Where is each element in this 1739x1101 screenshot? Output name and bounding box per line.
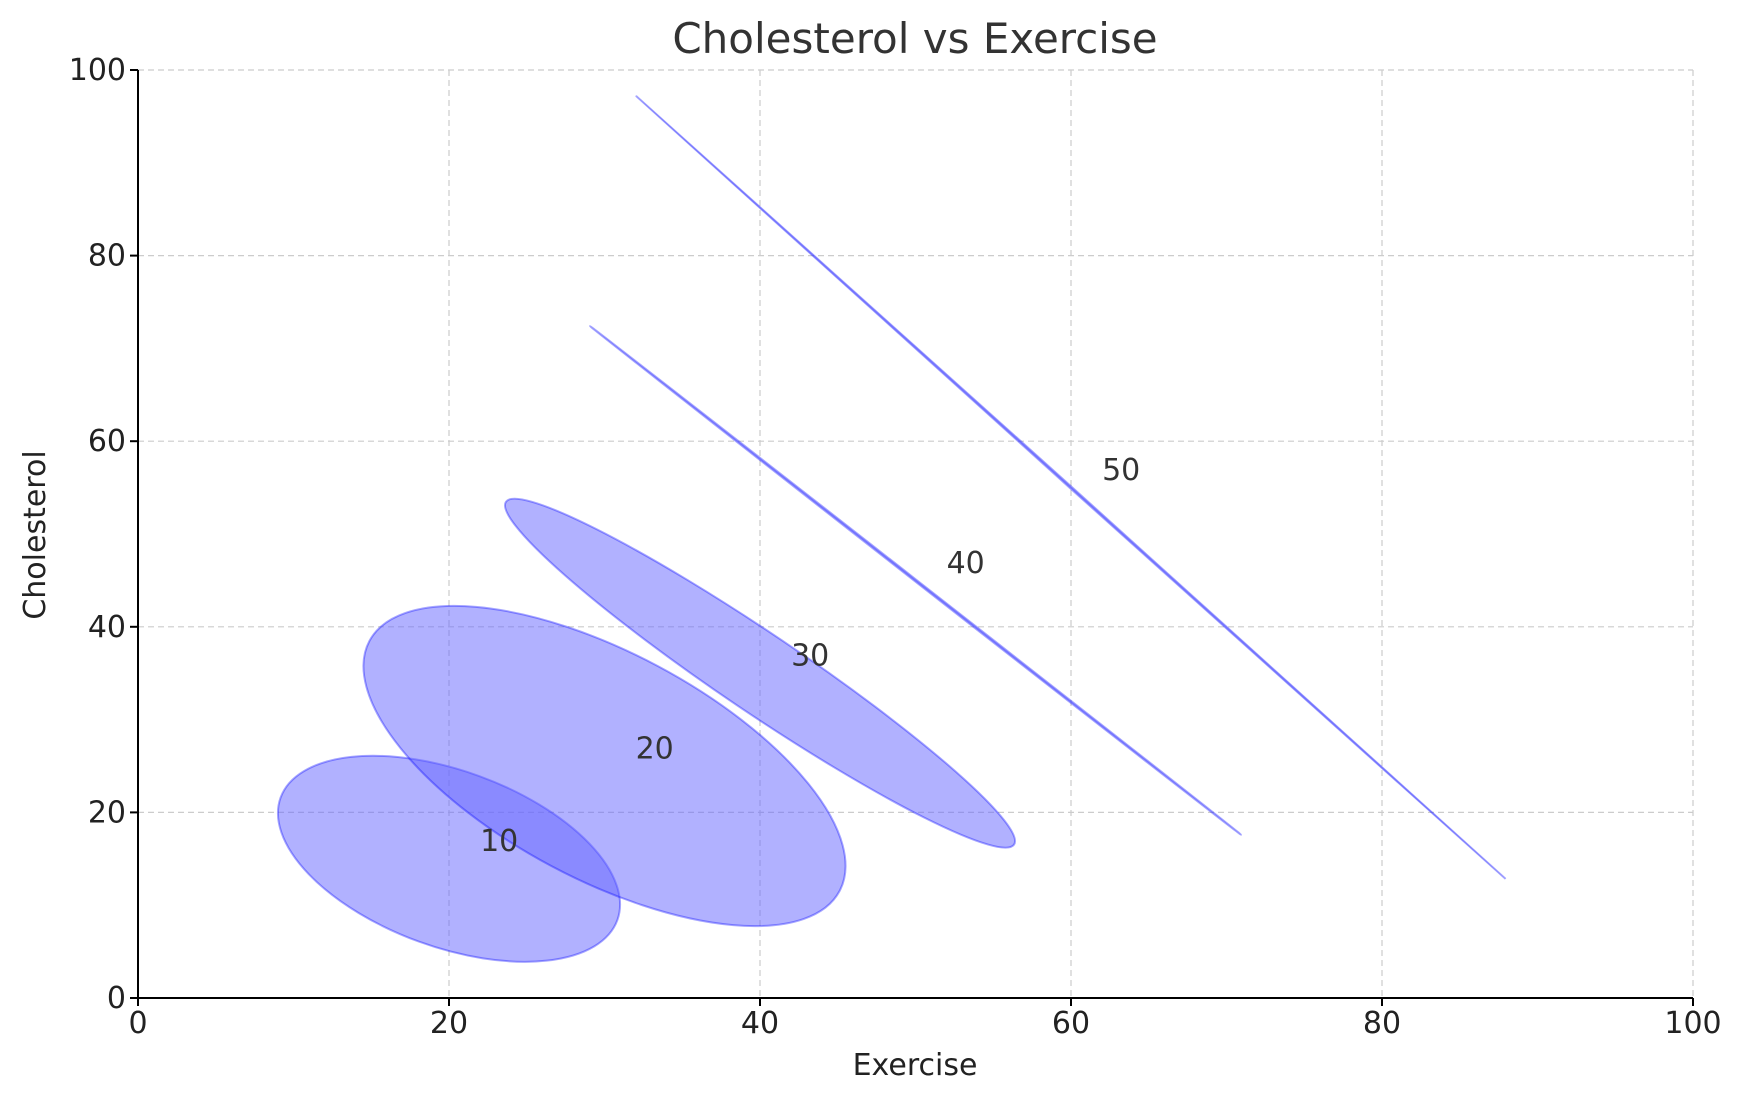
ellipse-label-20: 20: [636, 731, 674, 766]
y-tick-label: 20: [88, 795, 126, 830]
x-tick-label: 100: [1664, 1006, 1721, 1041]
y-tick-label: 40: [88, 610, 126, 645]
y-tick-label: 60: [88, 424, 126, 459]
x-tick-label: 20: [430, 1006, 468, 1041]
ellipse-20: [362, 604, 847, 928]
x-tick-label: 80: [1363, 1006, 1401, 1041]
ellipse-label-10: 10: [480, 824, 518, 859]
x-tick-label: 40: [741, 1006, 779, 1041]
ellipse-40: [588, 325, 1243, 836]
ellipse-label-40: 40: [947, 546, 985, 581]
ellipse-label-layer: 10 20 30 40 50: [480, 453, 1140, 859]
ellipse-label-30: 30: [791, 639, 829, 674]
y-axis-title: Cholesterol: [18, 450, 53, 619]
y-tick-label: 0: [107, 981, 126, 1016]
y-tick-label: 100: [69, 53, 126, 88]
ellipse-label-50: 50: [1102, 453, 1140, 488]
x-axis-title: Exercise: [853, 1048, 978, 1083]
ellipse-30: [503, 497, 1017, 849]
x-tick-label: 60: [1052, 1006, 1090, 1041]
axes: 0 20 40 60 80 100 0 20 40 60 80 100: [69, 53, 1722, 1041]
x-tick-label: 0: [128, 1006, 147, 1041]
chart-title: Cholesterol vs Exercise: [672, 14, 1157, 63]
ellipse-50: [635, 95, 1507, 880]
ellipse-layer: [276, 95, 1507, 963]
y-tick-label: 80: [88, 239, 126, 274]
